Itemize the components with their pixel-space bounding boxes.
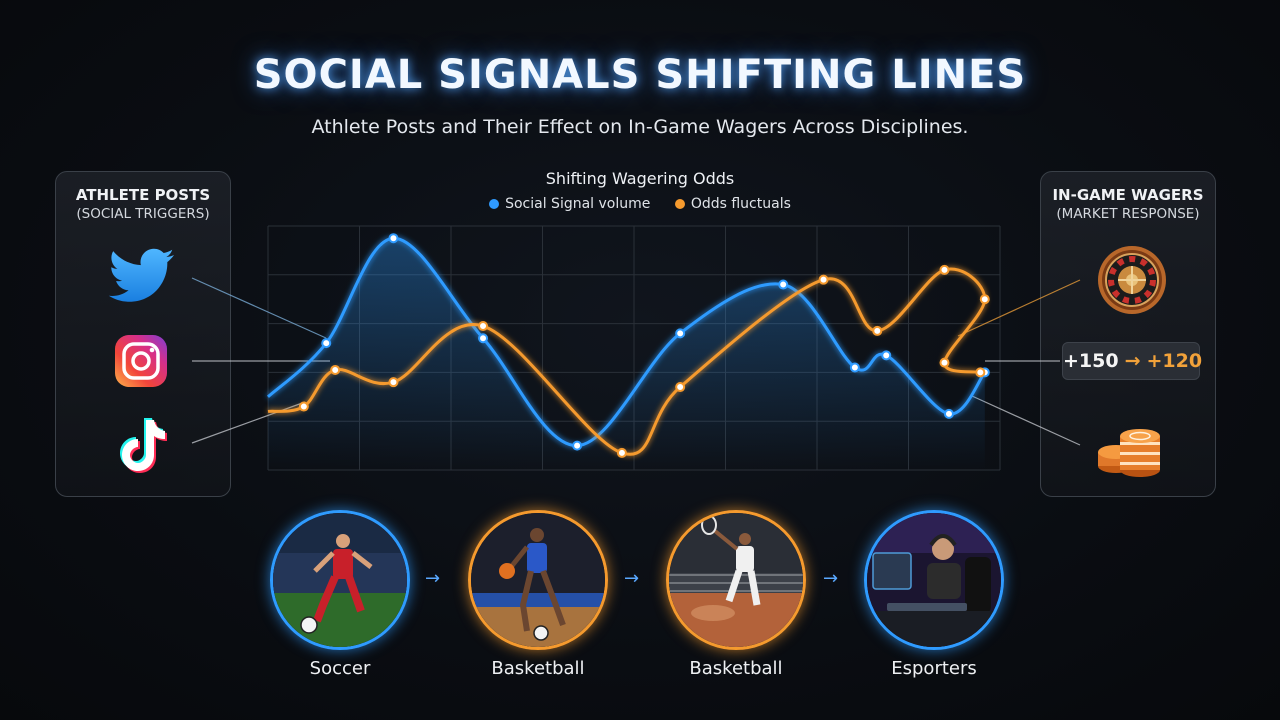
sport-tennis[interactable] [666, 510, 806, 650]
odds-point [330, 364, 341, 375]
in-game-wagers-subtitle: (MARKET RESPONSE) [1056, 206, 1200, 222]
flow-arrow-1: → [425, 568, 441, 589]
odds-point [616, 447, 627, 458]
in-game-wagers-title: IN-GAME WAGERS [1052, 186, 1204, 204]
odds-point [298, 401, 309, 412]
odds-point [388, 377, 399, 388]
signal-point [321, 338, 332, 349]
tennis-player-icon [669, 513, 803, 647]
sport-label-tennis: Basketball [689, 658, 783, 679]
odds-point [975, 367, 986, 378]
legend-item-signal: Social Signal volume [489, 196, 650, 212]
page-subtitle: Athlete Posts and Their Effect on In-Gam… [311, 116, 969, 138]
odds-point [675, 382, 686, 393]
signal-point [881, 350, 892, 361]
athlete-posts-panel: ATHLETE POSTS (SOCIAL TRIGGERS) [55, 171, 231, 497]
athlete-posts-subtitle: (SOCIAL TRIGGERS) [76, 206, 210, 222]
connector-lines [191, 277, 1081, 446]
odds-change-badge: +150 → +120 [1062, 342, 1203, 380]
chart-series [266, 233, 990, 470]
series-area-signal [268, 238, 985, 470]
odds-from: +150 [1063, 350, 1119, 372]
odds-point [979, 294, 990, 305]
legend-label-signal: Social Signal volume [505, 196, 651, 212]
odds-point [939, 357, 950, 368]
signal-point [675, 328, 686, 339]
basketball-player-icon [471, 513, 605, 647]
signal-point [388, 233, 399, 244]
page-title: SOCIAL SIGNALS SHIFTING LINES [253, 52, 1027, 98]
odds-to: +120 [1146, 350, 1203, 372]
sport-label-soccer: Soccer [309, 658, 371, 679]
odds-point [818, 274, 829, 285]
signal-point [572, 440, 583, 451]
signal-point [778, 279, 789, 290]
sport-soccer[interactable] [270, 510, 410, 650]
odds-arrow-icon: → [1124, 350, 1141, 372]
twitter-icon[interactable] [108, 248, 178, 304]
legend-item-odds: Odds fluctuals [674, 196, 791, 212]
roulette-icon [1098, 246, 1166, 314]
athlete-posts-title: ATHLETE POSTS [75, 186, 211, 204]
poker-chips-icon [1098, 429, 1160, 477]
chart-title: Shifting Wagering Odds [545, 169, 735, 188]
legend-label-odds: Odds fluctuals [690, 196, 791, 212]
signal-point [478, 333, 489, 344]
odds-point [872, 325, 883, 336]
soccer-player-icon [273, 513, 407, 647]
flow-arrow-2: → [624, 568, 640, 589]
odds-point [939, 264, 950, 275]
signal-point [943, 408, 954, 419]
instagram-icon[interactable] [113, 333, 169, 389]
tiktok-icon[interactable] [113, 414, 173, 480]
chart-legend: Social Signal volume Odds fluctuals [430, 196, 850, 212]
flow-arrow-3: → [823, 568, 839, 589]
odds-point [478, 321, 489, 332]
legend-dot-odds [674, 199, 685, 209]
sport-label-basketball: Basketball [491, 658, 585, 679]
sport-label-esports: Esporters [891, 658, 977, 679]
connector-roulette [957, 279, 1081, 337]
sport-esports[interactable] [864, 510, 1004, 650]
signal-point [849, 362, 860, 373]
legend-dot-signal [489, 199, 500, 209]
connector-chips [971, 395, 1081, 446]
sport-basketball[interactable] [468, 510, 608, 650]
connector-twitter [191, 277, 327, 339]
esports-player-icon [867, 513, 1001, 647]
